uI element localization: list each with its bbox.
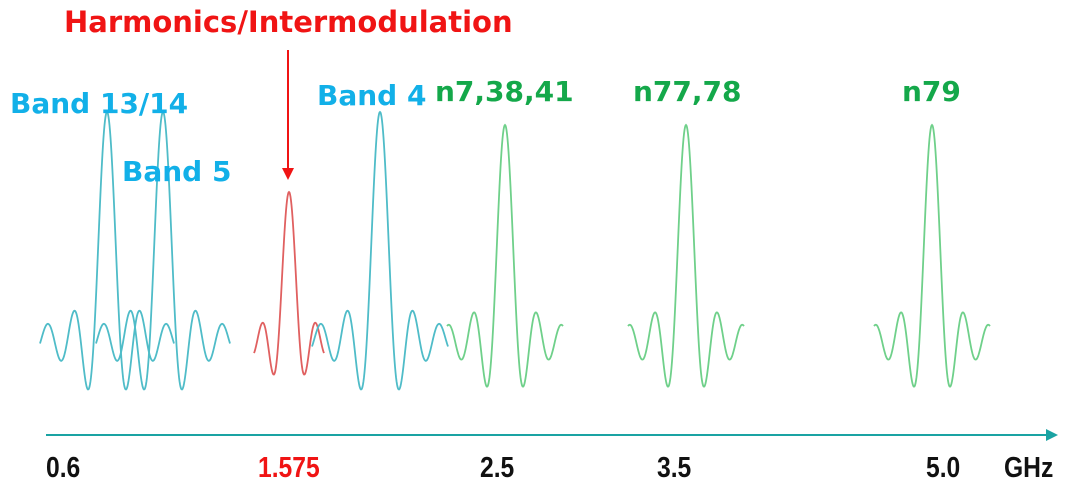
tick-3-5: 3.5: [657, 452, 692, 484]
band-13-14-waveform: [39, 110, 175, 391]
axis-unit: GHz: [1004, 452, 1054, 484]
tick-0-6: 0.6: [46, 452, 81, 484]
band-13-14-label: Band 13/14: [10, 87, 189, 120]
band-5-label: Band 5: [122, 155, 232, 188]
harmonics-annotation: Harmonics/Intermodulation: [64, 5, 513, 39]
n79-waveform: [873, 123, 991, 388]
tick-2-5: 2.5: [480, 452, 515, 484]
n7-38-41-waveform: [446, 123, 564, 388]
tick-1-575: 1.575: [258, 452, 320, 484]
harmonic-waveform: [253, 190, 325, 376]
band-4-label: Band 4: [317, 79, 427, 112]
n77-78-label: n77,78: [633, 75, 742, 108]
annotation-arrow-head: [282, 168, 294, 180]
band-4-waveform: [311, 110, 449, 391]
tick-5-0: 5.0: [926, 452, 961, 484]
n79-label: n79: [902, 75, 961, 108]
n77-78-waveform: [627, 123, 745, 388]
band-5-waveform: [95, 110, 231, 391]
axis-arrow-head: [1046, 429, 1058, 441]
n7-38-41-label: n7,38,41: [435, 75, 574, 108]
